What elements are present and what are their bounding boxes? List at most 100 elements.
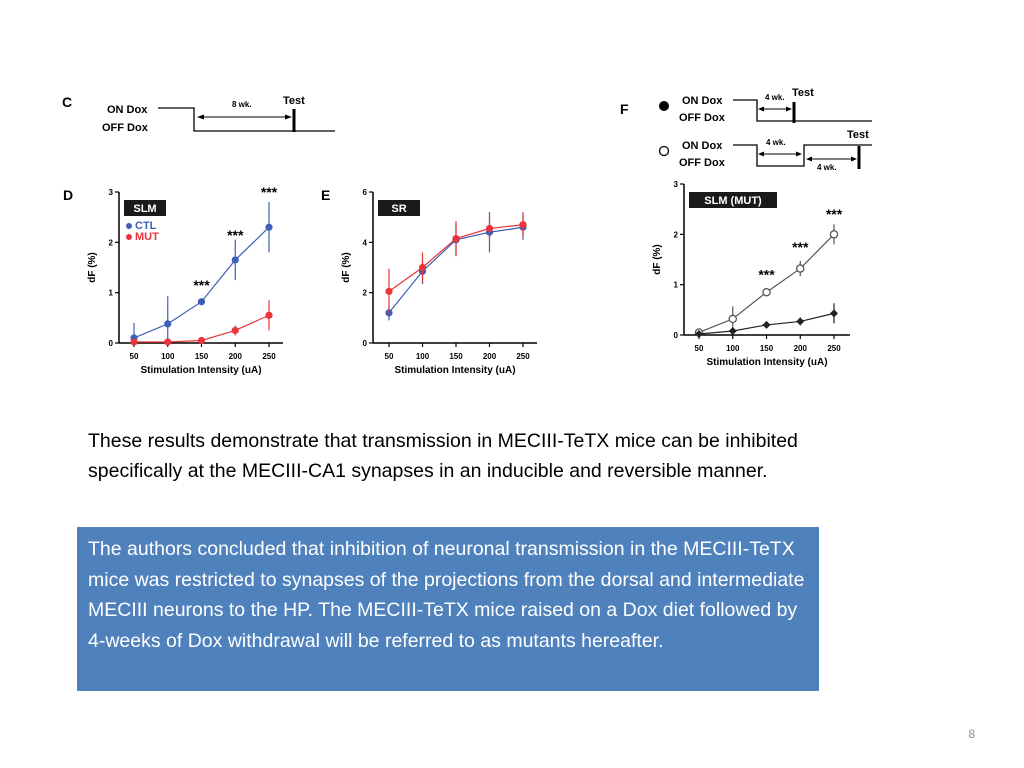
conclusion-text: The authors concluded that inhibition of… [88,538,805,652]
y-tick-label: 1 [674,281,679,290]
data-point [197,298,206,306]
y-axis-label: dF (%) [341,252,352,283]
data-point [265,223,273,231]
chart-badge-bg [378,200,420,216]
x-tick-label: 250 [516,352,530,361]
significance-annotation: *** [227,227,244,243]
data-point [728,326,737,335]
data-point [519,221,527,229]
data-point [130,338,138,346]
data-point [164,338,172,346]
x-tick-label: 50 [130,352,139,361]
x-axis-label: Stimulation Intensity (uA) [394,365,515,376]
data-point [830,309,838,318]
y-tick-label: 2 [109,238,114,247]
data-point [452,234,460,243]
x-tick-label: 150 [760,344,774,353]
y-tick-label: 4 [363,238,368,247]
x-tick-label: 250 [827,344,841,353]
y-axis-label: dF (%) [87,252,98,283]
x-axis-label: Stimulation Intensity (uA) [706,357,827,368]
significance-annotation: *** [792,239,809,255]
panel-c-letter: C [62,94,72,110]
x-tick-label: 200 [483,352,497,361]
data-point [164,320,172,328]
data-point [485,224,494,233]
x-tick-label: 100 [416,352,430,361]
significance-annotation: *** [826,206,843,222]
panel-f-row1-duration: 4 wk. [765,93,785,102]
y-tick-label: 6 [363,188,368,197]
panel-c-off-dox-label: OFF Dox [102,122,149,134]
x-tick-label: 100 [726,344,740,353]
panel-f-row2-test-label: Test [847,129,869,141]
data-point [796,317,805,326]
y-tick-label: 0 [674,331,679,340]
significance-annotation: *** [261,184,278,200]
panel-f-row2-on-label: ON Dox [682,140,723,152]
panel-f-letter: F [620,101,629,117]
data-point [762,287,771,297]
panel-f-row1-test-label: Test [792,87,814,99]
x-tick-label: 200 [229,352,243,361]
legend-label: CTL [135,220,157,232]
panel-e-letter: E [321,187,330,203]
page-number: 8 [968,727,975,741]
x-tick-label: 50 [695,344,704,353]
legend-marker [126,234,132,240]
data-point [418,263,427,272]
data-point [695,329,703,338]
y-tick-label: 2 [363,289,368,298]
x-tick-label: 150 [195,352,209,361]
summary-paragraph: These results demonstrate that transmiss… [88,430,798,482]
conclusion-box: The authors concluded that inhibition of… [77,527,819,691]
data-point [829,230,839,239]
legend-label: MUT [135,231,159,243]
data-point [265,311,273,319]
y-tick-label: 0 [363,339,368,348]
x-tick-label: 150 [449,352,463,361]
panel-c-timeline: C ON Dox OFF Dox 8 wk. Test [62,94,335,134]
x-tick-label: 50 [385,352,394,361]
panel-c-on-dox-label: ON Dox [107,104,148,116]
y-tick-label: 0 [109,339,114,348]
legend-marker [126,223,132,229]
data-point [231,256,239,264]
data-point [197,336,206,345]
x-axis-label: Stimulation Intensity (uA) [140,365,261,376]
data-point [728,314,738,324]
panel-f-timeline: F ON Dox OFF Dox 4 wk. Test ON Dox OFF D… [620,87,872,172]
data-point [231,326,239,335]
data-point [796,264,805,273]
y-tick-label: 3 [674,180,679,189]
y-tick-label: 1 [109,289,114,298]
chart-badge-bg [689,192,777,208]
chart-badge-label: SLM (MUT) [704,195,762,207]
panel-c-duration: 8 wk. [232,100,252,109]
figure: C ON Dox OFF Dox 8 wk. Test F ON Dox OFF… [62,87,872,376]
y-tick-label: 3 [109,188,114,197]
x-tick-label: 250 [262,352,276,361]
chart-badge-label: SR [391,203,406,215]
panel-f-row1-on-label: ON Dox [682,95,723,107]
panel-d-letter: D [63,187,73,203]
data-point [385,287,393,296]
panel-f-row1-off-label: OFF Dox [679,112,726,124]
x-tick-label: 200 [794,344,808,353]
open-circle-legend-icon [658,145,670,157]
panel-f-row2-duration1: 4 wk. [766,138,786,147]
chart-badge-bg [124,200,166,216]
filled-circle-legend-icon [659,101,669,111]
significance-annotation: *** [193,277,210,293]
data-point [762,320,771,329]
panel-c-test-label: Test [283,95,305,107]
significance-annotation: *** [758,267,775,283]
chart-badge-label: SLM [133,203,156,215]
y-tick-label: 2 [674,230,679,239]
x-tick-label: 100 [161,352,175,361]
panel-f-row2-duration2: 4 wk. [817,163,837,172]
panel-f-row2-off-label: OFF Dox [679,157,726,169]
